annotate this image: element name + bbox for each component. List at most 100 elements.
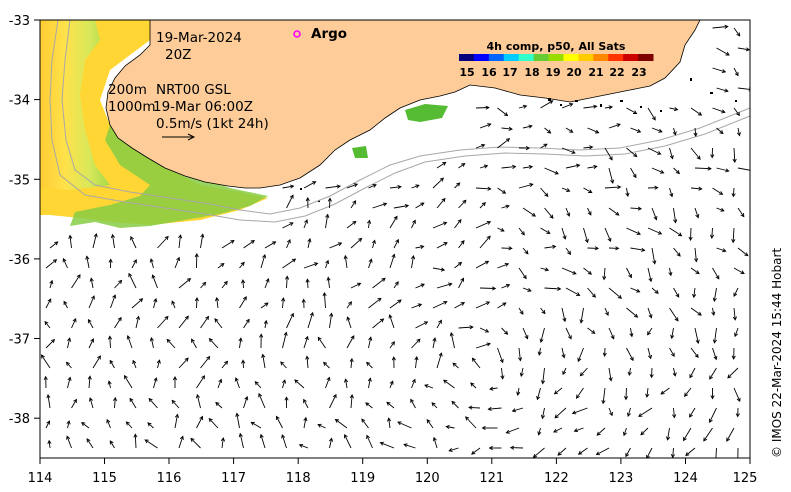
current-arrow-head	[733, 292, 738, 297]
current-arrow	[685, 447, 696, 456]
current-arrow	[716, 207, 724, 212]
current-arrow	[299, 444, 309, 449]
current-arrow	[114, 397, 116, 409]
current-arrow-head	[291, 258, 297, 263]
current-arrow-head	[452, 362, 457, 367]
current-arrow	[239, 433, 244, 449]
current-arrow-head	[445, 424, 450, 430]
current-arrow	[350, 394, 353, 409]
current-arrow-head	[628, 274, 632, 279]
current-arrow-head	[415, 184, 420, 189]
current-arrow	[733, 307, 736, 320]
current-arrow-head	[672, 372, 677, 377]
current-arrow-head	[503, 112, 509, 117]
current-arrow	[88, 319, 94, 329]
current-arrow-head	[544, 192, 549, 198]
current-arrow	[254, 381, 262, 389]
current-arrow-head	[304, 219, 308, 224]
current-arrow	[153, 377, 157, 389]
current-arrow-head	[258, 392, 263, 398]
current-arrow-head	[153, 377, 158, 382]
x-tick-label: 125	[733, 471, 758, 486]
current-arrow-head	[468, 405, 473, 410]
current-arrow-head	[397, 421, 402, 426]
current-arrow-head	[678, 232, 683, 237]
current-arrow	[734, 327, 739, 337]
current-arrow-head	[516, 391, 521, 396]
current-arrow	[450, 332, 455, 349]
current-arrow	[712, 67, 726, 73]
current-arrow-head	[403, 443, 408, 448]
current-arrow-head	[572, 270, 577, 275]
current-arrow	[518, 267, 527, 279]
current-arrow	[733, 67, 739, 76]
current-arrow-head	[371, 239, 376, 244]
colorbar-label: 23	[631, 66, 646, 79]
current-arrow	[518, 183, 533, 189]
current-arrow-head	[442, 221, 448, 226]
current-arrow	[217, 379, 222, 389]
current-arrow	[153, 298, 157, 309]
current-arrow-head	[552, 244, 557, 249]
current-arrow	[690, 187, 702, 190]
current-arrow	[544, 207, 554, 219]
current-arrow	[651, 207, 657, 220]
current-arrow-head	[66, 435, 71, 440]
current-arrow-head	[289, 194, 294, 199]
current-arrow-head	[750, 169, 753, 172]
current-arrow	[307, 312, 314, 329]
current-arrow	[431, 402, 438, 409]
current-arrow-head	[460, 302, 466, 306]
current-arrow-head	[562, 235, 567, 240]
current-arrow-head	[636, 231, 641, 235]
current-arrow	[361, 418, 369, 429]
current-arrow-head	[365, 402, 370, 407]
current-arrow-head	[138, 298, 144, 303]
current-arrow	[90, 278, 94, 289]
current-arrow-head	[62, 257, 67, 263]
current-arrow	[690, 147, 701, 160]
current-arrow	[236, 413, 240, 429]
current-arrow-head	[709, 375, 713, 380]
current-arrow-head	[323, 361, 328, 366]
current-arrow	[712, 107, 725, 113]
current-arrow	[475, 260, 489, 269]
current-arrow-head	[379, 318, 385, 323]
current-arrow-head	[281, 379, 287, 384]
current-arrow-head	[698, 186, 703, 191]
current-arrow	[200, 234, 204, 249]
current-arrow	[716, 167, 729, 172]
current-arrow-head	[174, 413, 180, 419]
current-arrow	[129, 398, 137, 409]
current-arrow-head	[304, 335, 309, 341]
current-arrow	[280, 361, 287, 369]
current-arrow	[628, 367, 631, 376]
current-arrow	[497, 347, 504, 363]
current-arrow-head	[224, 360, 229, 365]
current-arrow-head	[486, 235, 491, 240]
current-arrow	[329, 242, 342, 249]
current-arrow-head	[722, 248, 727, 253]
current-arrow-head	[587, 211, 592, 216]
current-arrow	[221, 361, 228, 369]
current-arrow-head	[569, 102, 574, 107]
current-arrow-head	[525, 146, 531, 151]
current-arrow-head	[719, 130, 724, 135]
current-arrow-head	[610, 179, 615, 184]
current-arrow	[522, 247, 529, 255]
current-arrow	[554, 387, 563, 395]
current-arrow	[576, 387, 584, 399]
current-arrow-head	[465, 416, 470, 421]
current-arrow-head	[540, 380, 546, 385]
current-arrow-head	[443, 379, 448, 384]
current-arrow-head	[736, 397, 741, 403]
current-arrow	[608, 367, 612, 381]
current-arrow-head	[720, 207, 725, 212]
current-arrow	[497, 187, 506, 194]
current-arrow-head	[675, 293, 680, 298]
current-arrow	[436, 162, 446, 169]
current-arrow-head	[697, 311, 702, 316]
current-arrow-head	[587, 270, 593, 275]
colorbar-label: 18	[524, 66, 539, 79]
